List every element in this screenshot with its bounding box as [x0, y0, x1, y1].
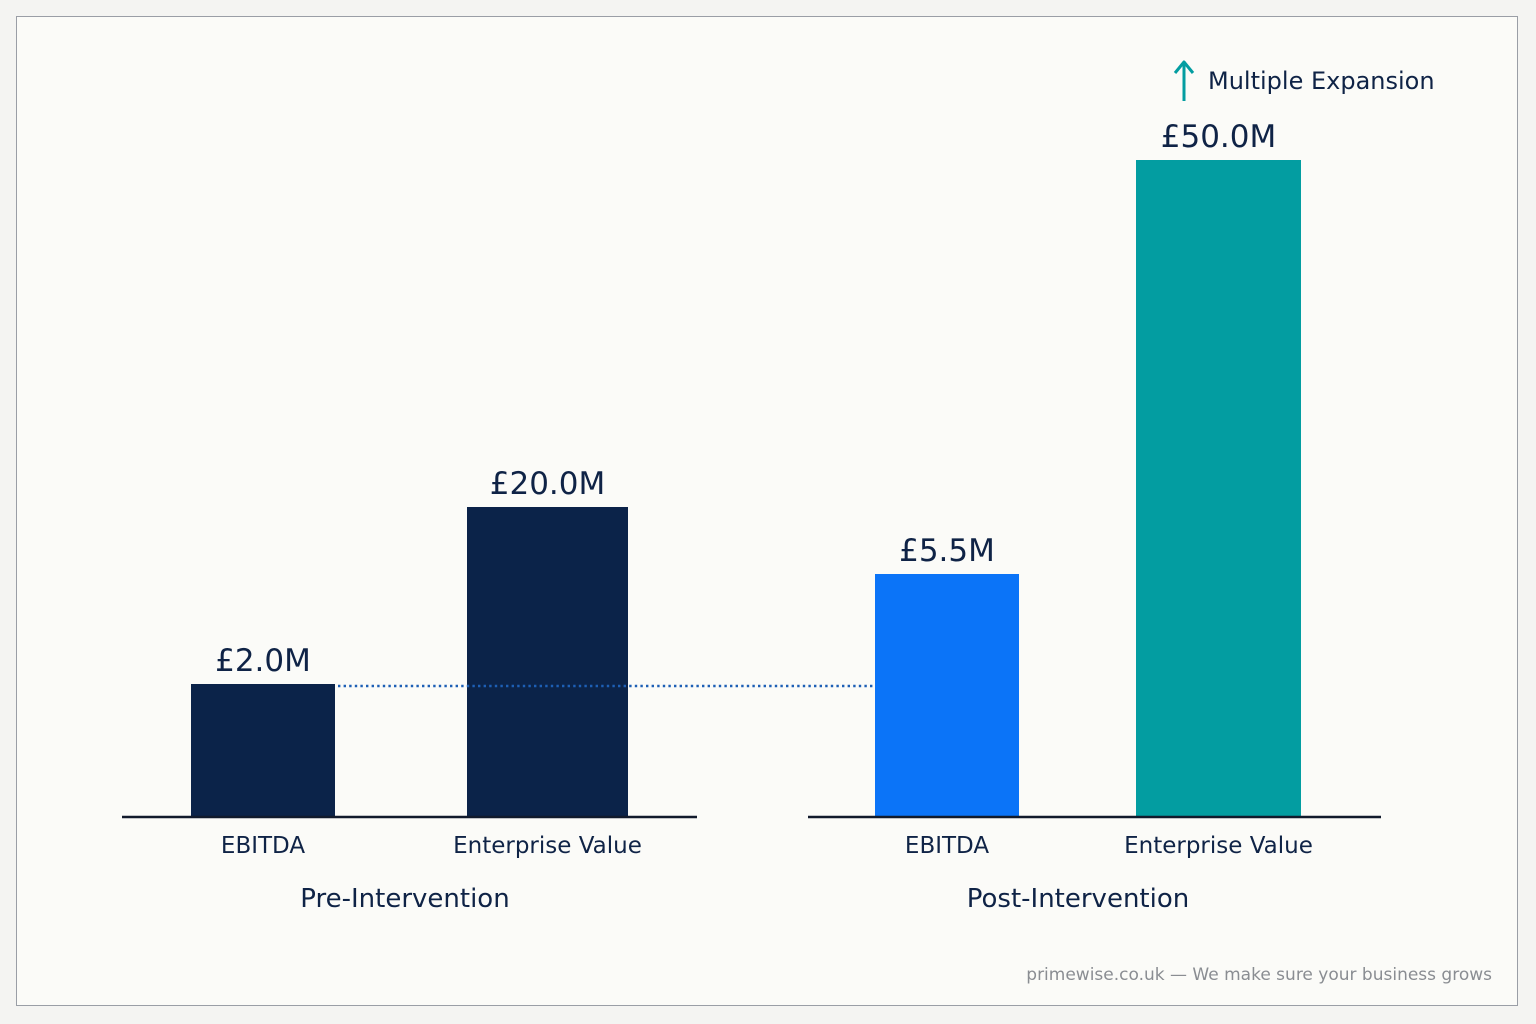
group-label-pre: Pre-Intervention: [300, 884, 509, 914]
value-label-post-enterprise-value: £50.0M: [1161, 119, 1277, 155]
bar-pre-enterprise-value: [467, 507, 628, 817]
category-label-post-enterprise-value: Enterprise Value: [1124, 833, 1313, 859]
bars-layer: [191, 160, 1301, 817]
bar-post-enterprise-value: [1136, 160, 1301, 817]
bar-post-ebitda: [875, 574, 1019, 817]
up-arrow-icon: [1173, 60, 1195, 101]
category-label-pre-enterprise-value: Enterprise Value: [453, 833, 642, 859]
footer-text: primewise.co.uk — We make sure your busi…: [1026, 965, 1492, 985]
value-label-post-ebitda: £5.5M: [899, 533, 995, 569]
bar-pre-ebitda: [191, 684, 335, 817]
value-label-pre-enterprise-value: £20.0M: [490, 466, 606, 502]
annotation: Multiple Expansion: [1173, 60, 1435, 101]
category-label-pre-ebitda: EBITDA: [221, 833, 305, 859]
annotation-text: Multiple Expansion: [1208, 67, 1435, 95]
category-label-post-ebitda: EBITDA: [905, 833, 989, 859]
value-label-pre-ebitda: £2.0M: [215, 643, 311, 679]
labels-layer: £2.0M EBITDA £20.0M Enterprise Value £5.5M EB…: [215, 119, 1313, 859]
group-label-post: Post-Intervention: [967, 884, 1189, 914]
